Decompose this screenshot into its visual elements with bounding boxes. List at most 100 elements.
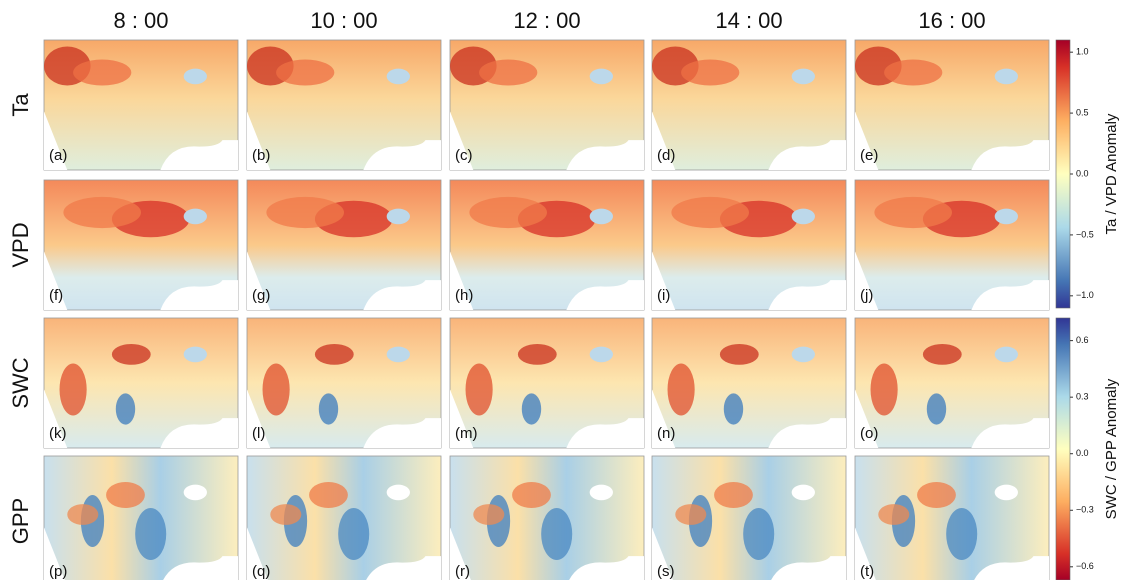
ocean xyxy=(855,111,879,170)
ocean xyxy=(247,389,271,448)
ocean xyxy=(450,111,474,170)
ocean xyxy=(163,556,238,580)
map-panel: (m) xyxy=(449,317,645,449)
panel-label: (a) xyxy=(49,147,67,164)
lake xyxy=(791,208,815,225)
ocean xyxy=(768,140,847,170)
ocean xyxy=(160,140,238,170)
map-panel: (j) xyxy=(854,179,1050,311)
ocean xyxy=(652,389,676,448)
panel-label: (h) xyxy=(455,287,473,304)
lake xyxy=(791,68,815,85)
lake xyxy=(183,484,207,501)
panel-label: (p) xyxy=(49,563,67,580)
colorbar-tick-label: 0.6 xyxy=(1076,335,1089,345)
ocean xyxy=(44,111,68,170)
ocean xyxy=(247,111,271,170)
map-feature xyxy=(714,482,753,508)
map-feature xyxy=(671,196,749,229)
ocean xyxy=(247,527,268,580)
panel-label: (q) xyxy=(252,563,270,580)
colorbar-tick-label: −1.0 xyxy=(1076,290,1094,300)
map-panel: (l) xyxy=(246,317,442,449)
ocean xyxy=(450,527,471,580)
map-feature xyxy=(878,504,910,525)
panel-label: (s) xyxy=(657,563,675,580)
colorbar-tick-label: 0.5 xyxy=(1076,107,1089,117)
ocean xyxy=(768,418,847,448)
colorbar-label: SWC / GPP Anomaly xyxy=(1103,378,1120,519)
lake xyxy=(791,346,815,363)
map-panel: (b) xyxy=(246,39,442,171)
lake xyxy=(589,484,613,501)
colorbar xyxy=(1055,39,1071,309)
ocean xyxy=(768,280,847,310)
lake xyxy=(589,68,613,85)
colorbar-tick-label: −0.6 xyxy=(1076,561,1094,571)
colorbar-tick-label: −0.5 xyxy=(1076,229,1094,239)
ocean xyxy=(566,140,645,170)
lake xyxy=(994,68,1018,85)
map-panel: (r) xyxy=(449,455,645,580)
map-feature xyxy=(67,504,99,525)
lake xyxy=(994,208,1018,225)
column-header: 10 : 00 xyxy=(310,8,377,33)
ocean xyxy=(44,251,68,310)
map-feature xyxy=(675,504,707,525)
colorbar-tick-label: 0.0 xyxy=(1076,448,1089,458)
map-panel: (t) xyxy=(854,455,1050,580)
panel-label: (t) xyxy=(860,563,874,580)
column-header: 12 : 00 xyxy=(513,8,580,33)
ocean xyxy=(652,527,673,580)
ocean xyxy=(450,251,474,310)
map-feature xyxy=(314,344,354,365)
panel-label: (k) xyxy=(49,425,67,442)
ocean xyxy=(971,418,1049,448)
panel-label: (b) xyxy=(252,147,270,164)
map-feature xyxy=(479,59,538,86)
colorbar-label: Ta / VPD Anomaly xyxy=(1103,113,1120,234)
map-feature xyxy=(276,59,335,86)
ocean xyxy=(450,389,474,448)
ocean xyxy=(160,418,238,448)
panel-label: (d) xyxy=(657,147,675,164)
map-feature xyxy=(59,363,87,416)
panel-label: (j) xyxy=(860,287,873,304)
colorbar-tick-label: 1.0 xyxy=(1076,47,1089,57)
lake xyxy=(386,68,410,85)
ocean xyxy=(652,251,676,310)
map-feature xyxy=(262,363,290,416)
panel-label: (m) xyxy=(455,425,478,442)
map-panel: (c) xyxy=(449,39,645,171)
map-feature xyxy=(512,482,551,508)
colorbar xyxy=(1055,317,1071,580)
map-feature xyxy=(667,363,695,416)
lake xyxy=(589,346,613,363)
map-panel: (k) xyxy=(43,317,239,449)
colorbar-tick-label: −0.3 xyxy=(1076,505,1094,515)
map-feature xyxy=(469,196,547,229)
map-panel: (e) xyxy=(854,39,1050,171)
ocean xyxy=(44,389,68,448)
panel-label: (i) xyxy=(657,287,670,304)
map-feature xyxy=(874,196,952,229)
lake xyxy=(994,484,1018,501)
map-feature xyxy=(743,508,775,560)
panel-label: (e) xyxy=(860,147,878,164)
map-feature xyxy=(723,393,744,425)
map-feature xyxy=(73,59,132,86)
lake xyxy=(183,208,207,225)
lake xyxy=(386,346,410,363)
ocean xyxy=(363,280,441,310)
map-feature xyxy=(946,508,978,560)
panel-label: (f) xyxy=(49,287,63,304)
lake xyxy=(386,208,410,225)
map-feature xyxy=(473,504,505,525)
ocean xyxy=(366,556,441,580)
ocean xyxy=(566,280,645,310)
map-feature xyxy=(309,482,348,508)
lake xyxy=(386,484,410,501)
map-panel: (n) xyxy=(651,317,847,449)
ocean xyxy=(363,140,441,170)
